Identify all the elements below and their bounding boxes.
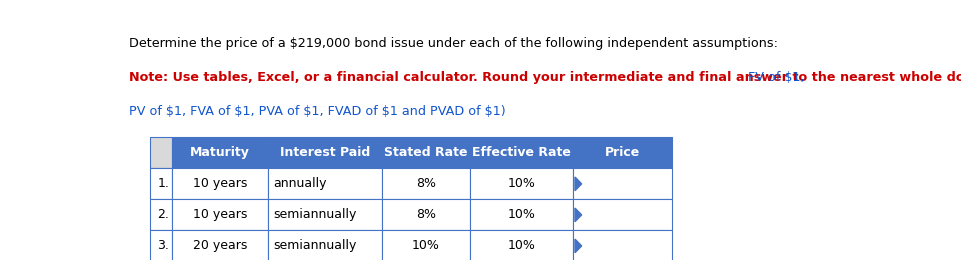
FancyBboxPatch shape	[469, 137, 572, 168]
FancyBboxPatch shape	[267, 199, 382, 230]
FancyBboxPatch shape	[572, 230, 671, 260]
FancyBboxPatch shape	[267, 230, 382, 260]
FancyBboxPatch shape	[150, 168, 172, 199]
FancyBboxPatch shape	[172, 168, 267, 199]
FancyBboxPatch shape	[172, 230, 267, 260]
Text: annually: annually	[273, 177, 327, 190]
Text: 8%: 8%	[415, 177, 435, 190]
FancyBboxPatch shape	[382, 230, 469, 260]
Text: Stated Rate: Stated Rate	[383, 146, 467, 159]
FancyBboxPatch shape	[469, 168, 572, 199]
Text: 2.: 2.	[157, 208, 169, 221]
FancyBboxPatch shape	[382, 137, 469, 168]
Text: 10%: 10%	[506, 208, 534, 221]
FancyBboxPatch shape	[469, 199, 572, 230]
Text: semiannually: semiannually	[273, 208, 357, 221]
Text: PV of $1, FVA of $1, PVA of $1, FVAD of $1 and PVAD of $1): PV of $1, FVA of $1, PVA of $1, FVAD of …	[129, 105, 505, 118]
Text: 10%: 10%	[506, 239, 534, 252]
FancyBboxPatch shape	[572, 168, 671, 199]
FancyBboxPatch shape	[150, 137, 172, 168]
FancyBboxPatch shape	[572, 199, 671, 230]
Text: Interest Paid: Interest Paid	[280, 146, 369, 159]
Text: Maturity: Maturity	[189, 146, 250, 159]
FancyBboxPatch shape	[172, 199, 267, 230]
Text: Price: Price	[604, 146, 639, 159]
FancyBboxPatch shape	[172, 137, 267, 168]
FancyBboxPatch shape	[267, 168, 382, 199]
FancyBboxPatch shape	[150, 230, 172, 260]
FancyBboxPatch shape	[469, 230, 572, 260]
Text: 8%: 8%	[415, 208, 435, 221]
Text: 3.: 3.	[157, 239, 169, 252]
FancyBboxPatch shape	[572, 137, 671, 168]
Polygon shape	[575, 208, 581, 222]
Text: FV of $1,: FV of $1,	[748, 71, 803, 84]
Text: 10%: 10%	[506, 177, 534, 190]
Text: 10 years: 10 years	[192, 177, 247, 190]
Text: Effective Rate: Effective Rate	[471, 146, 570, 159]
Text: 10%: 10%	[411, 239, 439, 252]
Text: Note: Use tables, Excel, or a financial calculator. Round your intermediate and : Note: Use tables, Excel, or a financial …	[129, 71, 961, 84]
Text: Determine the price of a $219,000 bond issue under each of the following indepen: Determine the price of a $219,000 bond i…	[129, 37, 777, 50]
Polygon shape	[575, 177, 581, 191]
FancyBboxPatch shape	[267, 137, 382, 168]
Text: semiannually: semiannually	[273, 239, 357, 252]
Polygon shape	[575, 239, 581, 253]
Text: 20 years: 20 years	[192, 239, 247, 252]
Text: 1.: 1.	[157, 177, 169, 190]
FancyBboxPatch shape	[382, 199, 469, 230]
FancyBboxPatch shape	[150, 199, 172, 230]
FancyBboxPatch shape	[382, 168, 469, 199]
Text: 10 years: 10 years	[192, 208, 247, 221]
